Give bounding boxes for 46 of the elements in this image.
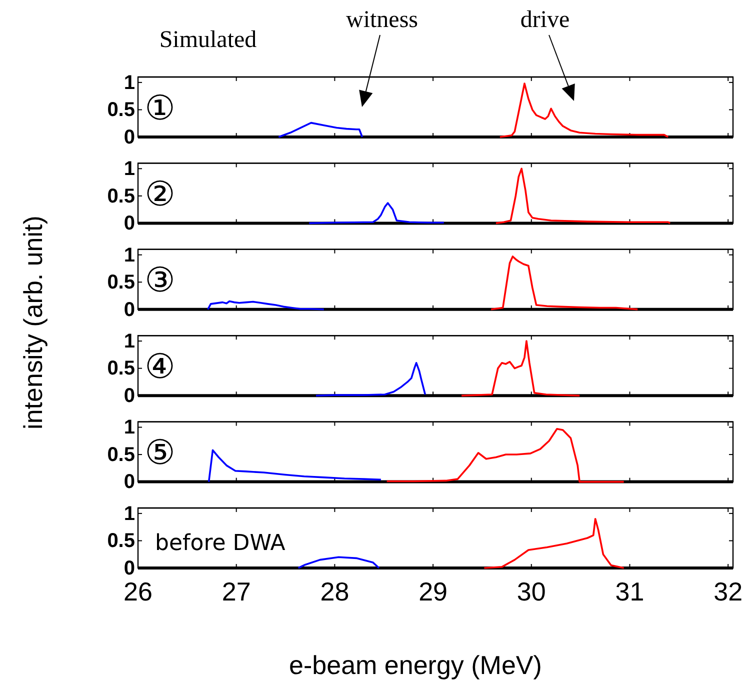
x-tick-label: 27 <box>222 576 251 606</box>
annotation: ① <box>144 88 176 128</box>
line-series <box>315 362 426 396</box>
y-tick-label: 1 <box>124 244 135 266</box>
line-series <box>297 556 380 569</box>
line-series <box>386 428 625 483</box>
y-tick-label: 0.5 <box>107 99 135 122</box>
y-tick-label: 0.5 <box>107 358 135 380</box>
line-series <box>208 449 382 483</box>
y-tick-label: 0 <box>124 126 135 148</box>
x-tick-label: 31 <box>615 576 644 606</box>
annotation: before DWA <box>155 531 286 556</box>
y-tick-label: 0.5 <box>107 185 135 208</box>
y-tick-label: 1 <box>124 330 135 352</box>
y-tick-label: 0 <box>124 385 135 407</box>
x-tick-label: 28 <box>320 576 350 606</box>
line-series <box>278 122 364 138</box>
y-tick-label: 1 <box>124 416 135 439</box>
line-series <box>490 256 639 310</box>
y-tick-label: 0 <box>124 298 135 321</box>
annotation: ⑤ <box>144 433 176 474</box>
y-tick-label: 0.5 <box>107 272 135 294</box>
line-series <box>499 82 669 138</box>
annotation: ② <box>144 174 176 214</box>
text: drive <box>520 7 570 33</box>
line-series <box>495 168 671 224</box>
y-tick-label: 0.5 <box>107 530 135 552</box>
y-tick-label: 1 <box>124 158 135 180</box>
y-tick-label: 0.5 <box>107 444 135 466</box>
y-axis-title: intensity (arb. unit) <box>18 216 48 430</box>
text: witness <box>346 7 418 33</box>
y-tick-label: 0 <box>124 471 135 494</box>
line-series <box>206 300 325 310</box>
line-series <box>460 340 580 396</box>
line-series <box>483 518 625 569</box>
annotation: ④ <box>144 346 176 387</box>
x-tick-label: 32 <box>714 576 743 606</box>
y-tick-label: 1 <box>124 502 135 525</box>
x-tick-label: 29 <box>418 576 448 606</box>
y-tick-label: 1 <box>124 72 135 94</box>
x-tick-label: 30 <box>516 576 546 606</box>
chart-title: Simulated <box>159 27 257 53</box>
annotation: ③ <box>144 260 176 301</box>
line-series <box>308 202 445 224</box>
x-axis-title: e-beam energy (MeV) <box>289 650 542 680</box>
y-tick-label: 0 <box>124 212 135 235</box>
